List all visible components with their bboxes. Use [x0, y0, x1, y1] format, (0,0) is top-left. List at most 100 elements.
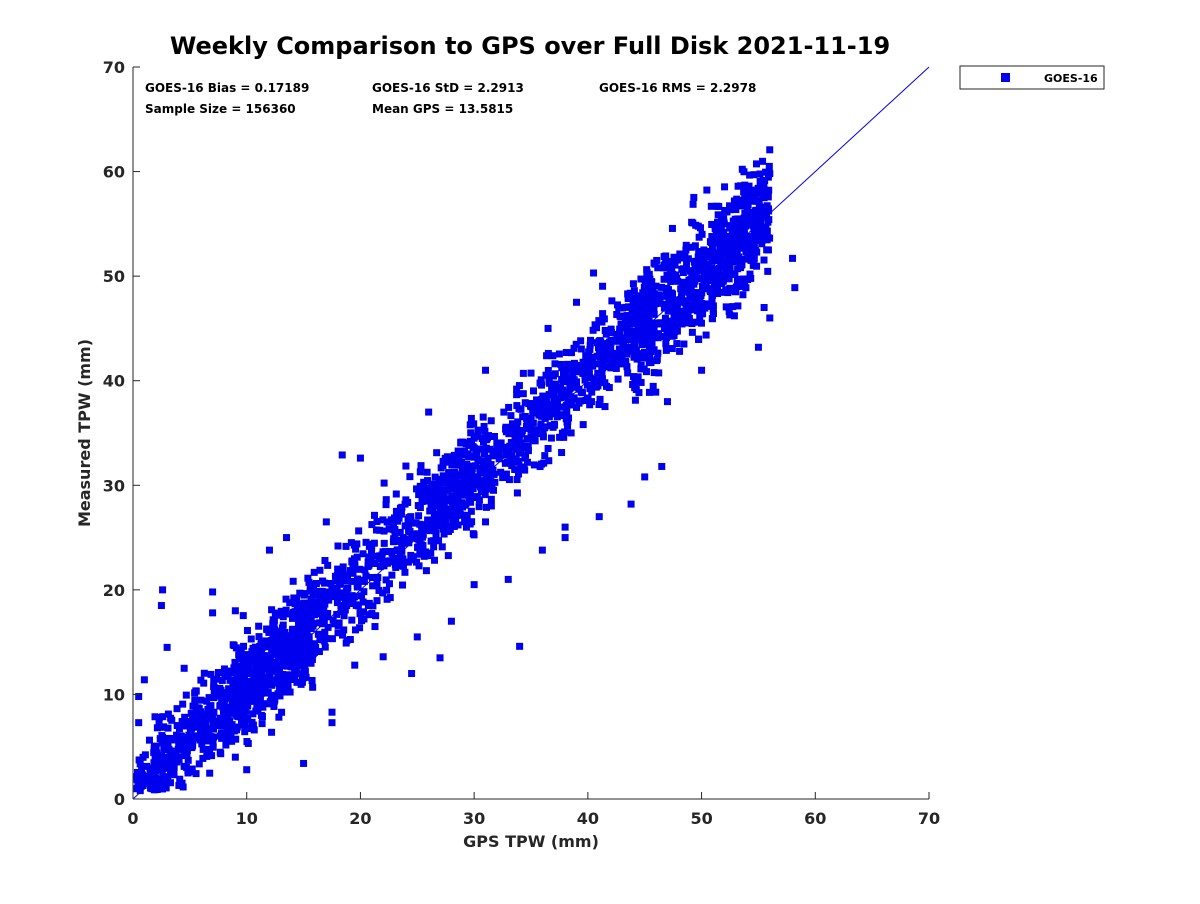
data-point-cluster-3: [678, 265, 686, 273]
data-point-cluster-3: [749, 244, 757, 252]
data-point-cluster-1: [395, 514, 403, 522]
data-point-cluster-3: [663, 274, 671, 282]
data-point-cluster-1: [349, 563, 357, 571]
data-point-cluster-0: [204, 733, 212, 741]
data-point-cluster-0: [145, 773, 153, 781]
data-point-cluster-2: [605, 384, 613, 392]
data-point-cluster-1: [232, 735, 240, 743]
data-point-cluster-3: [728, 287, 736, 295]
data-point-cluster-0: [191, 696, 199, 704]
data-point-cluster-1: [239, 612, 247, 620]
data-point-cluster-1: [257, 711, 265, 719]
data-point: [658, 462, 666, 470]
data-point-cluster-1: [324, 623, 332, 631]
data-point-cluster-1: [241, 676, 249, 684]
data-point-cluster-0: [241, 654, 249, 662]
data-point-cluster-3: [646, 297, 654, 305]
data-point-cluster-0: [247, 635, 255, 643]
data-point-cluster-1: [399, 581, 407, 589]
data-point-cluster-3: [665, 297, 673, 305]
data-point-cluster-2: [588, 353, 596, 361]
data-point-cluster-2: [468, 478, 476, 486]
data-point-cluster-2: [457, 438, 465, 446]
data-point-cluster-0: [218, 676, 226, 684]
data-point-cluster-1: [300, 667, 308, 675]
data-point-cluster-2: [551, 360, 559, 368]
data-point-cluster-3: [744, 201, 752, 209]
data-point-cluster-3: [647, 321, 655, 329]
data-point-cluster-3: [763, 202, 771, 210]
data-point-cluster-1: [339, 563, 347, 571]
data-point-cluster-2: [523, 458, 531, 466]
data-point-cluster-2: [539, 430, 547, 438]
data-point-cluster-3: [662, 346, 670, 354]
data-point-cluster-3: [708, 273, 716, 281]
data-point-cluster-0: [203, 745, 211, 753]
data-point-cluster-3: [640, 350, 648, 358]
data-point-cluster-3: [732, 201, 740, 209]
data-point-cluster-2: [446, 507, 454, 515]
data-point-cluster-3: [750, 222, 758, 230]
data-point-cluster-1: [274, 670, 282, 678]
x-axis-label: GPS TPW (mm): [463, 832, 599, 851]
data-point-cluster-1: [254, 704, 262, 712]
data-point-cluster-2: [484, 467, 492, 475]
data-point-cluster-3: [725, 303, 733, 311]
data-point-cluster-2: [513, 391, 521, 399]
data-point-cluster-1: [241, 728, 249, 736]
data-point-cluster-1: [356, 624, 364, 632]
data-point-cluster-1: [281, 637, 289, 645]
data-point-cluster-1: [392, 507, 400, 515]
data-point-cluster-1: [321, 628, 329, 636]
data-point-cluster-2: [497, 468, 505, 476]
data-point-cluster-1: [398, 541, 406, 549]
data-point-cluster-1: [329, 591, 337, 599]
data-point-cluster-0: [138, 771, 146, 779]
data-point-cluster-2: [621, 345, 629, 353]
data-point-cluster-2: [507, 412, 515, 420]
data-point: [698, 366, 706, 374]
data-point-cluster-1: [376, 563, 384, 571]
data-point-cluster-1: [228, 737, 236, 745]
data-point-cluster-3: [651, 300, 659, 308]
data-point-cluster-2: [527, 369, 535, 377]
data-point-cluster-1: [376, 526, 384, 534]
data-point-cluster-1: [340, 612, 348, 620]
data-point-cluster-2: [562, 415, 570, 423]
data-point-cluster-2: [588, 388, 596, 396]
data-point-cluster-3: [739, 233, 747, 241]
data-point-cluster-3: [668, 345, 676, 353]
data-point-cluster-3: [701, 300, 709, 308]
data-point-cluster-2: [533, 408, 541, 416]
data-point-cluster-2: [515, 382, 523, 390]
data-point-cluster-1: [279, 613, 287, 621]
data-point-cluster-3: [700, 268, 708, 276]
data-point-cluster-2: [481, 491, 489, 499]
data-point: [408, 670, 416, 678]
data-point-cluster-2: [616, 329, 624, 337]
data-point-cluster-3: [763, 189, 771, 197]
data-point-cluster-2: [629, 301, 637, 309]
data-point-cluster-0: [185, 731, 193, 739]
data-point-cluster-2: [582, 396, 590, 404]
data-point-cluster-2: [472, 462, 480, 470]
data-point-cluster-2: [624, 329, 632, 337]
data-point-cluster-3: [631, 396, 639, 404]
data-point-cluster-1: [392, 563, 400, 571]
data-point-cluster-1: [412, 558, 420, 566]
data-point-cluster-1: [373, 597, 381, 605]
data-point-cluster-3: [668, 264, 676, 272]
data-point-cluster-2: [475, 503, 483, 511]
data-point-cluster-1: [423, 468, 431, 476]
data-point-cluster-1: [230, 664, 238, 672]
data-point-cluster-2: [537, 404, 545, 412]
data-point-cluster-2: [439, 472, 447, 480]
data-point-cluster-0: [168, 754, 176, 762]
data-point-cluster-1: [415, 512, 423, 520]
data-point-cluster-1: [337, 608, 345, 616]
data-point-cluster-1: [334, 542, 342, 550]
data-point-cluster-3: [766, 146, 774, 154]
data-point-cluster-1: [408, 556, 416, 564]
data-point-cluster-3: [685, 314, 693, 322]
data-point-cluster-3: [726, 224, 734, 232]
